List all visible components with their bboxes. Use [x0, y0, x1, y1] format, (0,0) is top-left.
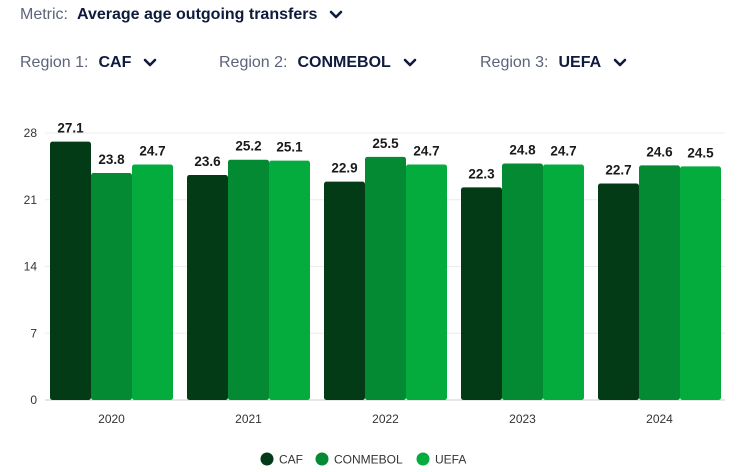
bar-caf-2024: [598, 183, 639, 400]
y-tick-label: 14: [24, 260, 38, 274]
chevron-down-icon[interactable]: [403, 58, 417, 68]
data-label: 24.6: [646, 144, 673, 159]
data-label: 22.3: [468, 166, 495, 181]
data-label: 22.7: [605, 163, 631, 178]
bar-conmebol-2024: [639, 165, 680, 400]
chevron-down-icon[interactable]: [143, 58, 157, 68]
y-tick-label: 28: [24, 126, 38, 140]
chevron-down-icon[interactable]: [613, 58, 627, 68]
data-label: 25.5: [372, 136, 399, 151]
bar-uefa-2022: [406, 164, 447, 400]
x-tick-label: 2021: [235, 412, 262, 426]
data-label: 24.7: [550, 143, 576, 158]
x-tick-label: 2022: [372, 412, 399, 426]
y-tick-label: 7: [30, 326, 37, 340]
bar-uefa-2020: [132, 164, 173, 400]
bar-conmebol-2021: [228, 159, 269, 400]
legend-marker-caf[interactable]: [260, 452, 274, 466]
data-label: 24.8: [509, 143, 536, 158]
bar-caf-2023: [461, 187, 502, 400]
region-2-value[interactable]: CONMEBOL: [297, 54, 391, 71]
data-label: 25.2: [235, 139, 261, 154]
y-tick-label: 0: [30, 393, 37, 407]
bar-caf-2021: [187, 174, 228, 400]
legend-label-caf[interactable]: CAF: [279, 453, 303, 467]
legend-marker-uefa[interactable]: [416, 452, 430, 466]
metric-label: Metric:: [20, 6, 68, 23]
bar-uefa-2023: [543, 164, 584, 400]
region-2-label: Region 2:: [219, 54, 288, 71]
bar-uefa-2021: [269, 160, 310, 400]
data-label: 24.5: [687, 145, 714, 160]
legend-marker-conmebol[interactable]: [315, 452, 329, 466]
bar-conmebol-2023: [502, 163, 543, 400]
metric-selector[interactable]: Metric: Average age outgoing transfers: [20, 6, 343, 24]
region-1-value[interactable]: CAF: [98, 54, 132, 71]
x-tick-label: 2020: [98, 412, 125, 426]
data-label: 27.1: [57, 121, 84, 136]
bar-conmebol-2020: [91, 173, 132, 400]
y-tick-label: 21: [24, 193, 38, 207]
region-2-selector[interactable]: Region 2: CONMEBOL: [219, 54, 417, 72]
x-tick-label: 2023: [509, 412, 536, 426]
data-label: 24.7: [139, 143, 165, 158]
data-label: 24.7: [413, 143, 439, 158]
legend-label-conmebol[interactable]: CONMEBOL: [334, 453, 403, 467]
bar-conmebol-2022: [365, 156, 406, 400]
bar-caf-2022: [324, 181, 365, 400]
region-1-selector[interactable]: Region 1: CAF: [20, 54, 157, 72]
bar-caf-2020: [50, 141, 91, 400]
metric-value[interactable]: Average age outgoing transfers: [77, 6, 318, 23]
bar-uefa-2024: [680, 166, 721, 400]
data-label: 23.8: [98, 152, 125, 167]
x-tick-label: 2024: [646, 412, 673, 426]
legend-label-uefa[interactable]: UEFA: [435, 453, 466, 467]
data-label: 23.6: [194, 154, 221, 169]
data-label: 22.9: [331, 161, 357, 176]
region-1-label: Region 1:: [20, 54, 89, 71]
region-3-value[interactable]: UEFA: [558, 54, 602, 71]
region-3-label: Region 3:: [480, 54, 549, 71]
chevron-down-icon[interactable]: [329, 10, 343, 20]
data-label: 25.1: [276, 140, 303, 155]
region-3-selector[interactable]: Region 3: UEFA: [480, 54, 627, 72]
